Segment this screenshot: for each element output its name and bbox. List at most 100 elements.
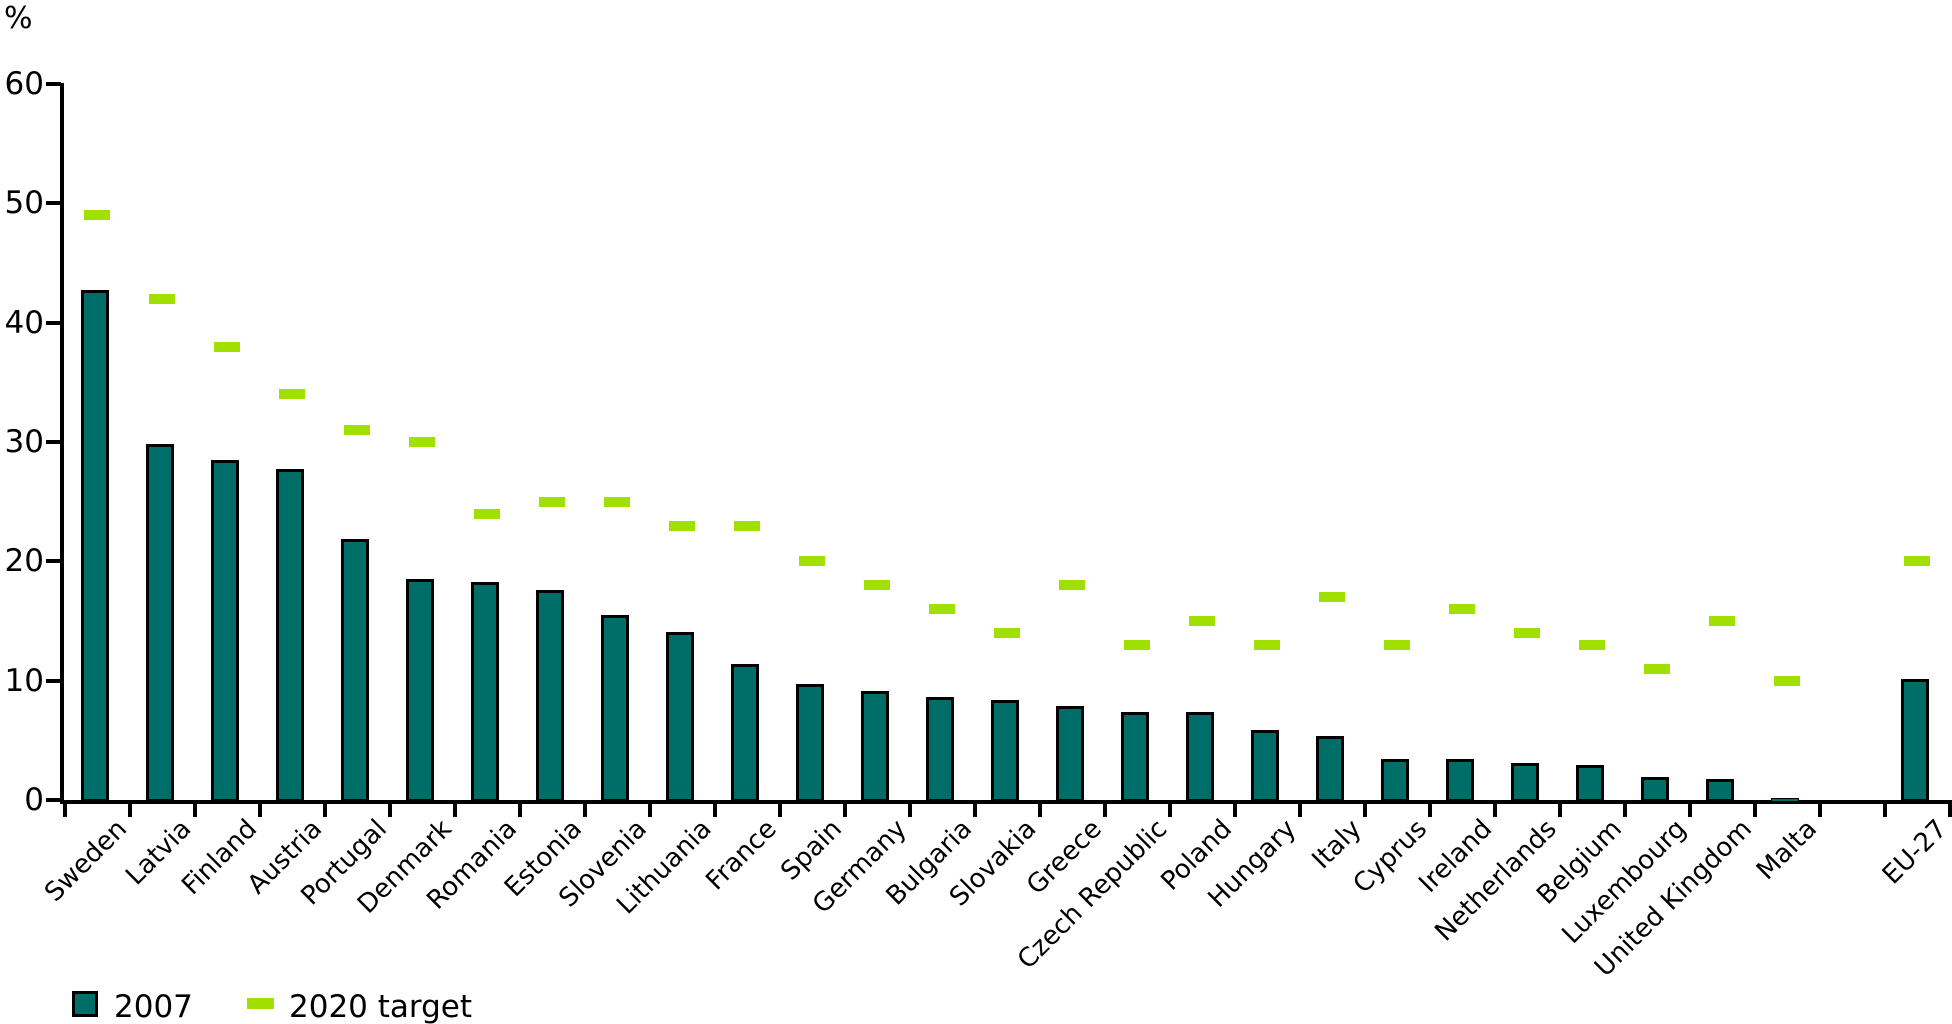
bar-2007-romania: [471, 581, 499, 802]
target-dash-2020-sweden: [84, 210, 110, 221]
x-tick: [1558, 804, 1562, 817]
bar-2007-italy: [1316, 735, 1344, 802]
target-dash-2020-czech-republic: [1124, 639, 1150, 650]
legend-2007-label: 2007: [114, 989, 193, 1024]
target-dash-2020-greece: [1059, 580, 1085, 591]
bar-2007-france: [731, 663, 759, 802]
bar-2007-poland: [1186, 711, 1214, 802]
x-tick: [128, 804, 132, 817]
x-tick: [973, 804, 977, 817]
target-dash-2020-belgium: [1579, 639, 1605, 650]
target-dash-2020-luxembourg: [1644, 663, 1670, 674]
bar-2007-netherlands: [1511, 763, 1539, 802]
y-tick: [46, 798, 61, 802]
y-tick-label: 50: [4, 185, 44, 222]
target-dash-2020-slovenia: [604, 496, 630, 507]
y-axis-line: [60, 83, 64, 804]
y-tick: [46, 440, 61, 444]
x-tick: [1493, 804, 1497, 817]
y-tick: [46, 678, 61, 683]
y-tick-label: 0: [24, 782, 44, 818]
x-tick: [323, 804, 327, 817]
x-tick: [843, 804, 847, 817]
bar-2007-luxembourg: [1641, 777, 1669, 802]
x-tick: [1428, 804, 1432, 817]
bar-2007-estonia: [536, 589, 564, 802]
y-axis-unit-label: %: [4, 1, 33, 36]
x-tick: [1818, 804, 1822, 817]
x-tick: [1688, 804, 1692, 817]
bar-2007-ireland: [1446, 759, 1474, 802]
target-dash-2020-spain: [799, 556, 825, 567]
target-dash-2020-romania: [474, 508, 500, 519]
x-tick: [648, 804, 652, 817]
x-tick: [63, 804, 67, 817]
bar-2007-malta: [1771, 797, 1799, 802]
target-dash-2020-portugal: [344, 425, 370, 436]
bar-2007-hungary: [1251, 729, 1279, 802]
x-tick: [583, 804, 587, 817]
legend-2020-target-label: 2020 target: [289, 989, 473, 1024]
bar-2007-lithuania: [666, 631, 694, 802]
target-dash-2020-netherlands: [1514, 627, 1540, 638]
bar-2007-denmark: [406, 579, 434, 802]
target-dash-2020-estonia: [539, 496, 565, 507]
target-dash-2020-ireland: [1449, 604, 1475, 615]
bar-2007-cyprus: [1381, 759, 1409, 802]
target-dash-2020-slovakia: [994, 627, 1020, 638]
target-dash-2020-france: [734, 520, 760, 531]
bar-2007-eu-27: [1901, 679, 1929, 802]
x-tick: [778, 804, 782, 817]
x-tick: [1103, 804, 1107, 817]
y-tick-label: 30: [4, 424, 44, 460]
y-tick: [46, 82, 61, 86]
x-tick: [388, 804, 392, 817]
target-dash-2020-cyprus: [1384, 639, 1410, 650]
target-dash-2020-italy: [1319, 592, 1345, 603]
target-dash-2020-finland: [214, 341, 240, 352]
target-dash-2020-bulgaria: [929, 604, 955, 615]
bar-2007-united-kingdom: [1706, 778, 1734, 802]
target-dash-2020-malta: [1774, 675, 1800, 686]
bar-2007-belgium: [1576, 765, 1604, 802]
bar-2007-germany: [861, 691, 889, 802]
bar-2007-latvia: [146, 444, 174, 802]
x-tick: [1038, 804, 1042, 817]
bar-2007-slovenia: [601, 615, 629, 802]
x-category-label: EU-27: [1876, 814, 1952, 891]
x-tick: [518, 804, 522, 817]
y-tick-label: 60: [4, 66, 44, 102]
legend-2007-swatch-icon: [72, 991, 98, 1017]
bar-2007-slovakia: [991, 699, 1019, 802]
x-tick: [1168, 804, 1172, 817]
x-tick: [1753, 804, 1757, 817]
x-tick: [1298, 804, 1302, 817]
bar-2007-finland: [211, 459, 239, 802]
target-dash-2020-hungary: [1254, 639, 1280, 650]
x-tick: [1883, 804, 1887, 817]
bar-2007-bulgaria: [926, 697, 954, 802]
y-tick: [46, 559, 61, 564]
target-dash-2020-latvia: [149, 293, 175, 304]
x-tick: [453, 804, 457, 817]
x-tick: [193, 804, 197, 817]
y-tick: [46, 320, 61, 325]
target-dash-2020-denmark: [409, 437, 435, 447]
bar-2007-spain: [796, 684, 824, 802]
x-category-label: Malta: [1750, 814, 1823, 886]
x-tick: [1623, 804, 1627, 817]
bar-2007-greece: [1056, 705, 1084, 802]
x-tick: [713, 804, 717, 817]
x-tick: [1363, 804, 1367, 817]
y-tick-label: 10: [4, 662, 44, 699]
target-dash-2020-united-kingdom: [1709, 616, 1735, 626]
bar-2007-portugal: [341, 538, 369, 802]
target-dash-2020-eu-27: [1904, 556, 1930, 567]
x-tick: [908, 804, 912, 817]
x-tick: [1948, 804, 1952, 817]
legend-2020-target-dash-icon: [247, 998, 274, 1009]
y-tick-label: 40: [4, 304, 44, 341]
x-category-label: France: [700, 814, 783, 897]
x-tick: [1233, 804, 1237, 817]
